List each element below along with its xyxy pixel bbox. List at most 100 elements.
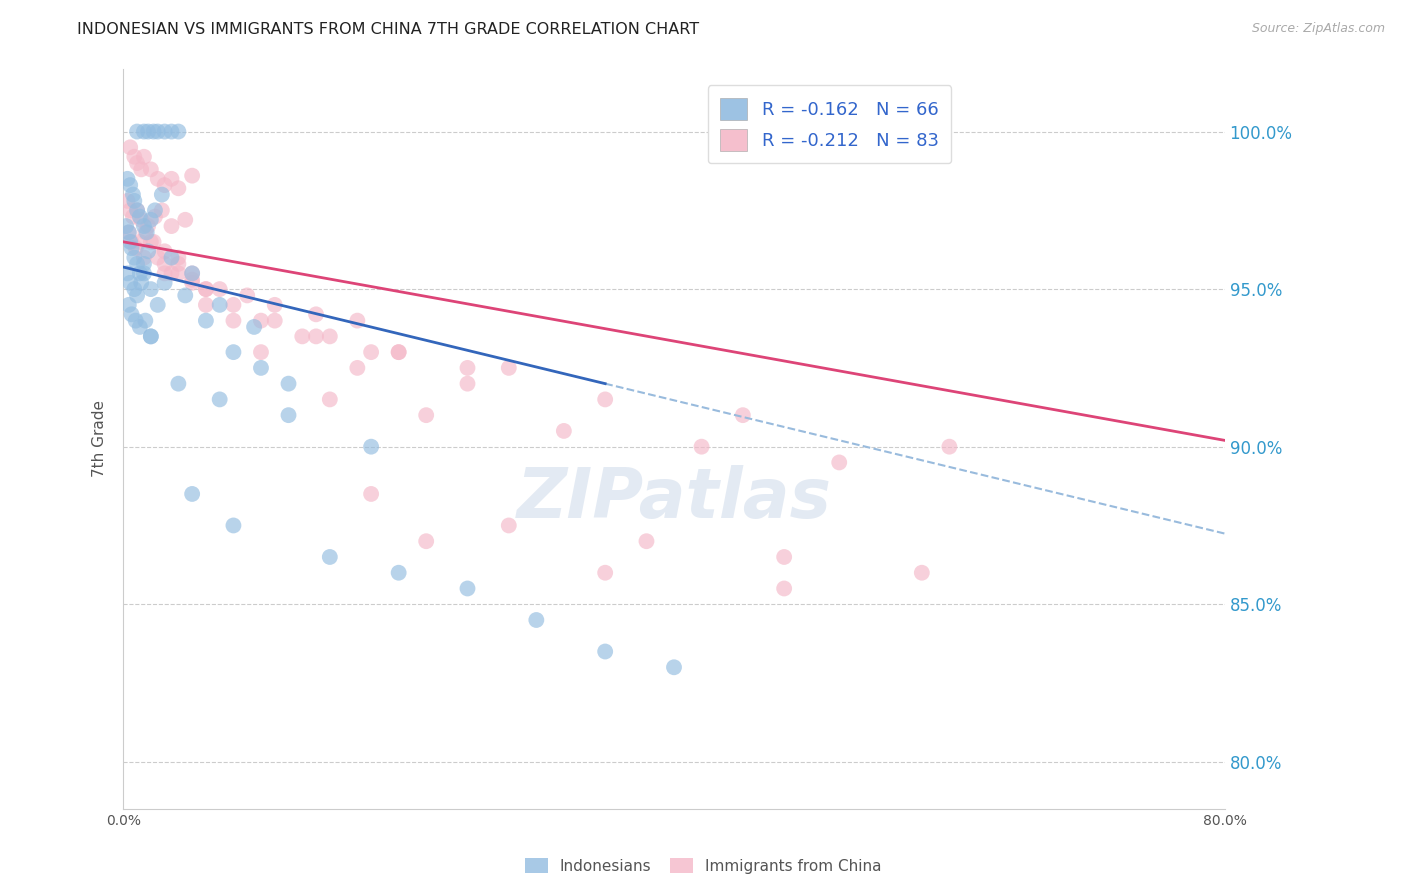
Point	[388, 345, 411, 359]
Point	[208, 392, 231, 407]
Legend: Indonesians, Immigrants from China: Indonesians, Immigrants from China	[519, 852, 887, 880]
Point	[125, 241, 148, 255]
Point	[388, 345, 411, 359]
Point	[593, 644, 616, 658]
Point	[139, 282, 162, 296]
Text: ZIPatlas: ZIPatlas	[516, 465, 831, 532]
Point	[121, 241, 143, 255]
Point	[153, 244, 176, 259]
Point	[125, 313, 148, 327]
Point	[181, 169, 204, 183]
Point	[498, 518, 520, 533]
Point	[208, 282, 231, 296]
Point	[690, 440, 713, 454]
Point	[938, 440, 960, 454]
Point	[128, 210, 150, 224]
Point	[636, 534, 658, 549]
Point	[181, 276, 204, 290]
Point	[125, 257, 148, 271]
Point	[773, 582, 796, 596]
Point	[120, 178, 142, 193]
Point	[132, 150, 155, 164]
Point	[160, 219, 183, 233]
Point	[139, 329, 162, 343]
Point	[120, 140, 142, 154]
Point	[553, 424, 575, 438]
Point	[160, 266, 183, 280]
Point	[593, 392, 616, 407]
Point	[115, 219, 138, 233]
Point	[731, 408, 754, 422]
Point	[118, 298, 141, 312]
Point	[167, 124, 190, 138]
Point	[167, 257, 190, 271]
Point	[160, 171, 183, 186]
Point	[456, 582, 478, 596]
Point	[773, 549, 796, 564]
Point	[135, 226, 157, 240]
Point	[122, 187, 145, 202]
Point	[125, 156, 148, 170]
Point	[167, 376, 190, 391]
Point	[662, 660, 685, 674]
Point	[319, 549, 342, 564]
Point	[139, 329, 162, 343]
Point	[124, 150, 146, 164]
Point	[167, 251, 190, 265]
Point	[125, 288, 148, 302]
Point	[181, 266, 204, 280]
Point	[117, 171, 139, 186]
Point	[236, 288, 259, 302]
Point	[222, 345, 245, 359]
Point	[181, 273, 204, 287]
Point	[153, 257, 176, 271]
Point	[146, 298, 169, 312]
Point	[134, 313, 156, 327]
Point	[150, 187, 173, 202]
Point	[132, 266, 155, 280]
Point	[305, 307, 328, 321]
Point	[828, 455, 851, 469]
Point	[498, 360, 520, 375]
Point	[146, 171, 169, 186]
Point	[129, 276, 152, 290]
Point	[194, 313, 217, 327]
Point	[243, 320, 266, 334]
Point	[415, 534, 437, 549]
Point	[263, 298, 285, 312]
Point	[167, 181, 190, 195]
Point	[194, 282, 217, 296]
Point	[291, 329, 314, 343]
Point	[360, 487, 382, 501]
Point	[174, 212, 197, 227]
Point	[124, 251, 146, 265]
Point	[174, 288, 197, 302]
Point	[250, 313, 273, 327]
Point	[593, 566, 616, 580]
Point	[122, 210, 145, 224]
Point	[136, 219, 159, 233]
Point	[305, 329, 328, 343]
Y-axis label: 7th Grade: 7th Grade	[93, 401, 107, 477]
Point	[128, 235, 150, 249]
Point	[125, 203, 148, 218]
Point	[263, 313, 285, 327]
Point	[250, 345, 273, 359]
Point	[160, 124, 183, 138]
Point	[346, 360, 368, 375]
Text: Source: ZipAtlas.com: Source: ZipAtlas.com	[1251, 22, 1385, 36]
Point	[139, 235, 162, 249]
Point	[277, 376, 299, 391]
Point	[129, 162, 152, 177]
Point	[142, 235, 165, 249]
Point	[124, 194, 146, 208]
Point	[319, 329, 342, 343]
Point	[277, 408, 299, 422]
Point	[153, 124, 176, 138]
Point	[415, 408, 437, 422]
Point	[146, 251, 169, 265]
Point	[120, 235, 142, 249]
Point	[118, 226, 141, 240]
Point	[139, 212, 162, 227]
Point	[125, 203, 148, 218]
